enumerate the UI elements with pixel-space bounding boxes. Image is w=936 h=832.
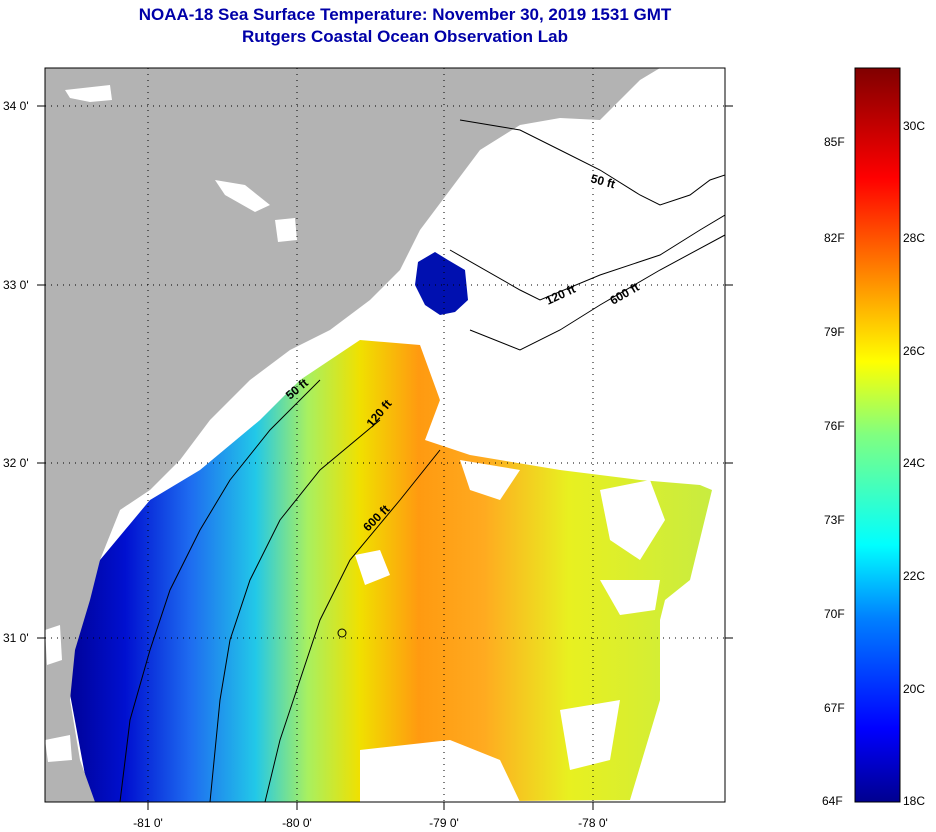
- land-mass: [45, 68, 660, 802]
- map-ticks: [37, 105, 733, 810]
- cb-f-82: 82F: [824, 231, 845, 245]
- depth-contours: [119, 119, 725, 802]
- lat-label-33: 33 0': [3, 278, 29, 292]
- lat-label-34: 34 0': [3, 99, 29, 113]
- lon-label-78: -78 0': [578, 816, 608, 830]
- colorbar: [854, 67, 901, 803]
- cb-c-30: 30C: [903, 119, 925, 133]
- lat-label-32: 32 0': [3, 456, 29, 470]
- cb-c-22: 22C: [903, 569, 925, 583]
- cb-f-79: 79F: [824, 325, 845, 339]
- cb-c-18: 18C: [903, 794, 925, 808]
- cb-f-76: 76F: [824, 419, 845, 433]
- cb-c-20: 20C: [903, 682, 925, 696]
- map-border: [44, 67, 726, 803]
- land-lakes: [45, 85, 297, 762]
- contour-label-50ft-top: 50 ft: [589, 171, 616, 191]
- lon-label-79: -79 0': [429, 816, 459, 830]
- map-title: NOAA-18 Sea Surface Temperature: Novembe…: [138, 5, 672, 24]
- cb-c-28: 28C: [903, 231, 925, 245]
- lon-label-81: -81 0': [133, 816, 163, 830]
- cb-f-67: 67F: [824, 701, 845, 715]
- map-subtitle: Rutgers Coastal Ocean Observation Lab: [242, 27, 568, 46]
- cb-f-64: 64F: [822, 794, 843, 808]
- sst-cold-blob: [415, 252, 468, 315]
- cb-c-24: 24C: [903, 456, 925, 470]
- lat-label-31: 31 0': [3, 631, 29, 645]
- graticule: [45, 68, 725, 802]
- cb-f-70: 70F: [824, 607, 845, 621]
- cb-f-85: 85F: [824, 135, 845, 149]
- lon-label-80: -80 0': [282, 816, 312, 830]
- cb-c-26: 26C: [903, 344, 925, 358]
- station-marker: [337, 628, 347, 638]
- cb-f-73: 73F: [824, 513, 845, 527]
- cloud-mask: [355, 350, 665, 802]
